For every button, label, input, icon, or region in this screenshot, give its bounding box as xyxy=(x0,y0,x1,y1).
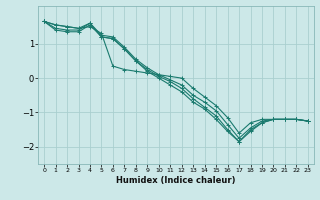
X-axis label: Humidex (Indice chaleur): Humidex (Indice chaleur) xyxy=(116,176,236,185)
